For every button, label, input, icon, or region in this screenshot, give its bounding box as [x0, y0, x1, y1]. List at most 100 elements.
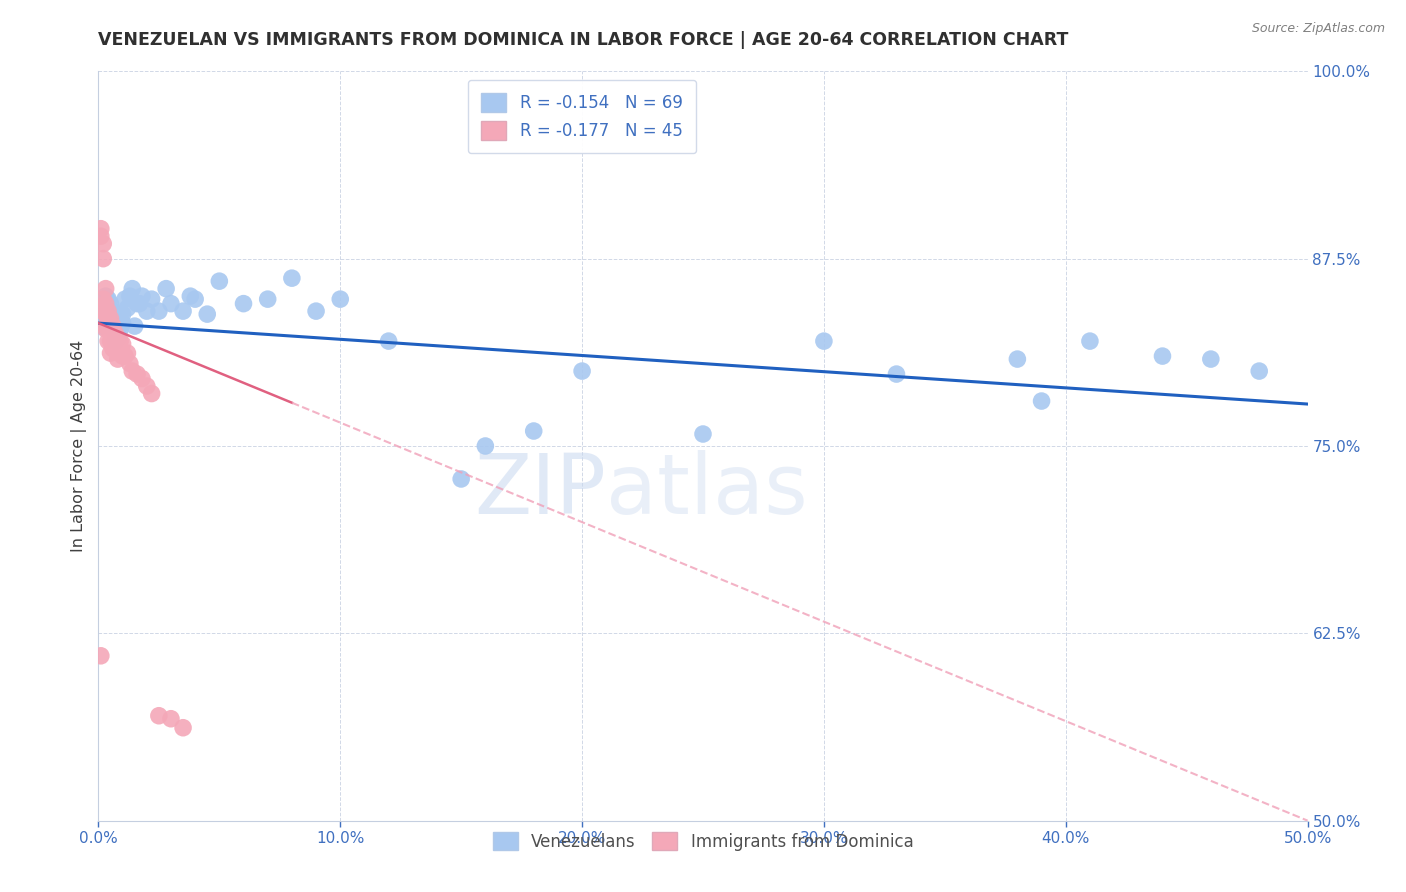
Point	[94, 301, 117, 315]
Point	[208, 274, 231, 288]
Point	[118, 357, 141, 371]
Point	[101, 342, 124, 356]
Point	[114, 349, 136, 363]
Point	[104, 334, 127, 348]
Point	[97, 296, 120, 310]
Point	[117, 301, 139, 315]
Point	[1031, 394, 1053, 409]
Y-axis label: In Labor Force | Age 20-64: In Labor Force | Age 20-64	[72, 340, 87, 552]
Point	[91, 296, 114, 310]
Point	[886, 367, 908, 381]
Point	[127, 367, 149, 381]
Point	[195, 307, 218, 321]
Point	[94, 289, 117, 303]
Point	[100, 334, 122, 348]
Point	[101, 319, 124, 334]
Point	[184, 292, 207, 306]
Point	[94, 296, 117, 310]
Point	[131, 289, 153, 303]
Point	[107, 352, 129, 367]
Point	[91, 292, 114, 306]
Point	[108, 334, 131, 348]
Point	[100, 296, 122, 310]
Point	[94, 322, 117, 336]
Point	[108, 322, 131, 336]
Point	[100, 311, 122, 326]
Point	[111, 316, 134, 330]
Point	[91, 252, 114, 266]
Point	[90, 221, 112, 235]
Text: VENEZUELAN VS IMMIGRANTS FROM DOMINICA IN LABOR FORCE | AGE 20-64 CORRELATION CH: VENEZUELAN VS IMMIGRANTS FROM DOMINICA I…	[98, 31, 1069, 49]
Point	[172, 721, 194, 735]
Point	[108, 316, 131, 330]
Point	[118, 289, 141, 303]
Point	[91, 307, 114, 321]
Point	[232, 296, 254, 310]
Point	[160, 712, 183, 726]
Point	[94, 282, 117, 296]
Point	[377, 334, 399, 348]
Point	[692, 427, 714, 442]
Point	[108, 342, 131, 356]
Point	[1078, 334, 1101, 348]
Point	[111, 349, 134, 363]
Point	[117, 346, 139, 360]
Point	[97, 322, 120, 336]
Text: atlas: atlas	[606, 450, 808, 532]
Point	[101, 311, 124, 326]
Point	[97, 304, 120, 318]
Point	[329, 292, 352, 306]
Point	[104, 311, 127, 326]
Point	[172, 304, 194, 318]
Point	[104, 334, 127, 348]
Point	[90, 229, 112, 244]
Point	[97, 292, 120, 306]
Point	[141, 292, 163, 306]
Point	[101, 319, 124, 334]
Point	[97, 311, 120, 326]
Point	[97, 304, 120, 318]
Point	[1199, 352, 1222, 367]
Point	[94, 296, 117, 310]
Point	[474, 439, 496, 453]
Point	[104, 326, 127, 341]
Point	[256, 292, 278, 306]
Point	[94, 319, 117, 334]
Point	[101, 322, 124, 336]
Point	[148, 708, 170, 723]
Point	[101, 326, 124, 341]
Text: ZIP: ZIP	[474, 450, 606, 532]
Point	[94, 307, 117, 321]
Point	[111, 307, 134, 321]
Text: Source: ZipAtlas.com: Source: ZipAtlas.com	[1251, 22, 1385, 36]
Point	[281, 271, 304, 285]
Legend: Venezuelans, Immigrants from Dominica: Venezuelans, Immigrants from Dominica	[486, 826, 920, 857]
Point	[135, 304, 157, 318]
Point	[107, 342, 129, 356]
Point	[813, 334, 835, 348]
Point	[121, 364, 143, 378]
Point	[91, 304, 114, 318]
Point	[124, 319, 146, 334]
Point	[135, 379, 157, 393]
Point	[90, 648, 112, 663]
Point	[90, 311, 112, 326]
Point	[1152, 349, 1174, 363]
Point	[104, 319, 127, 334]
Point	[523, 424, 546, 438]
Point	[111, 337, 134, 351]
Point	[155, 282, 177, 296]
Point	[100, 322, 122, 336]
Point	[141, 386, 163, 401]
Point	[100, 346, 122, 360]
Point	[107, 331, 129, 345]
Point	[91, 236, 114, 251]
Point	[114, 292, 136, 306]
Point	[179, 289, 201, 303]
Point	[97, 311, 120, 326]
Point	[94, 307, 117, 321]
Point	[104, 326, 127, 341]
Point	[148, 304, 170, 318]
Point	[101, 334, 124, 348]
Point	[100, 319, 122, 334]
